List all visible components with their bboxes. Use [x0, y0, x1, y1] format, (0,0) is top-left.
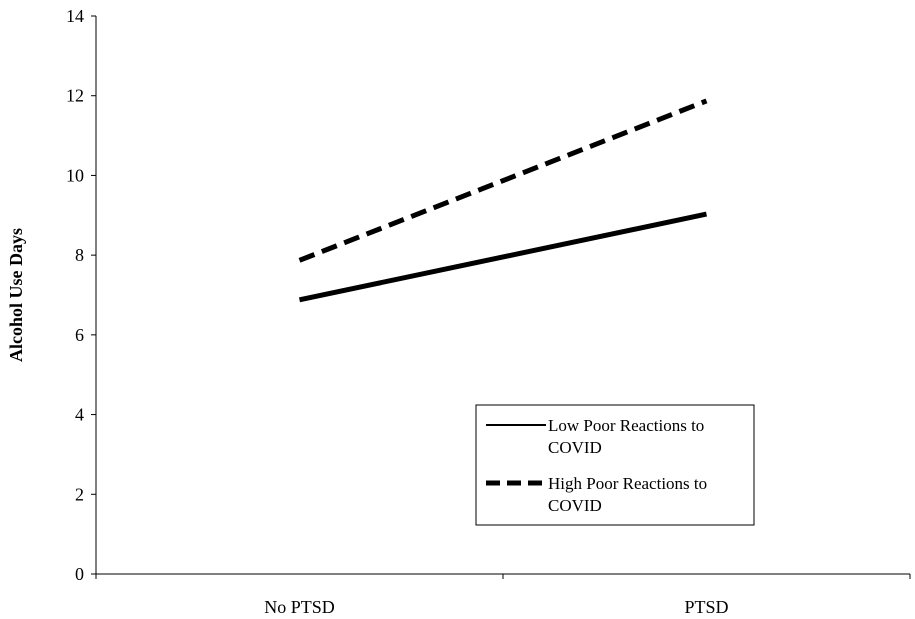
- legend-label-high-line1: High Poor Reactions to: [548, 474, 707, 493]
- y-axis-title: Alcohol Use Days: [6, 228, 26, 362]
- x-tick-label: PTSD: [684, 597, 728, 617]
- y-tick-label: 14: [66, 6, 84, 26]
- legend-label-low-line1: Low Poor Reactions to: [548, 416, 704, 435]
- y-ticks: 0 2 4 6 8 10 12 14: [66, 6, 96, 584]
- y-tick-label: 12: [66, 86, 84, 106]
- series-line-high: [300, 101, 707, 260]
- y-tick-label: 2: [75, 484, 84, 504]
- y-tick-label: 10: [66, 165, 84, 185]
- y-tick-label: 6: [75, 325, 84, 345]
- legend-label-high-line2: COVID: [548, 496, 602, 515]
- y-tick-label: 0: [75, 564, 84, 584]
- y-tick-label: 4: [75, 405, 84, 425]
- x-tick-label: No PTSD: [264, 597, 335, 617]
- legend-label-low-line2: COVID: [548, 438, 602, 457]
- series-layer: [300, 101, 707, 300]
- series-line-low: [300, 214, 707, 300]
- x-ticks: No PTSD PTSD: [96, 574, 910, 617]
- y-tick-label: 8: [75, 245, 84, 265]
- legend: Low Poor Reactions to COVID High Poor Re…: [476, 405, 754, 525]
